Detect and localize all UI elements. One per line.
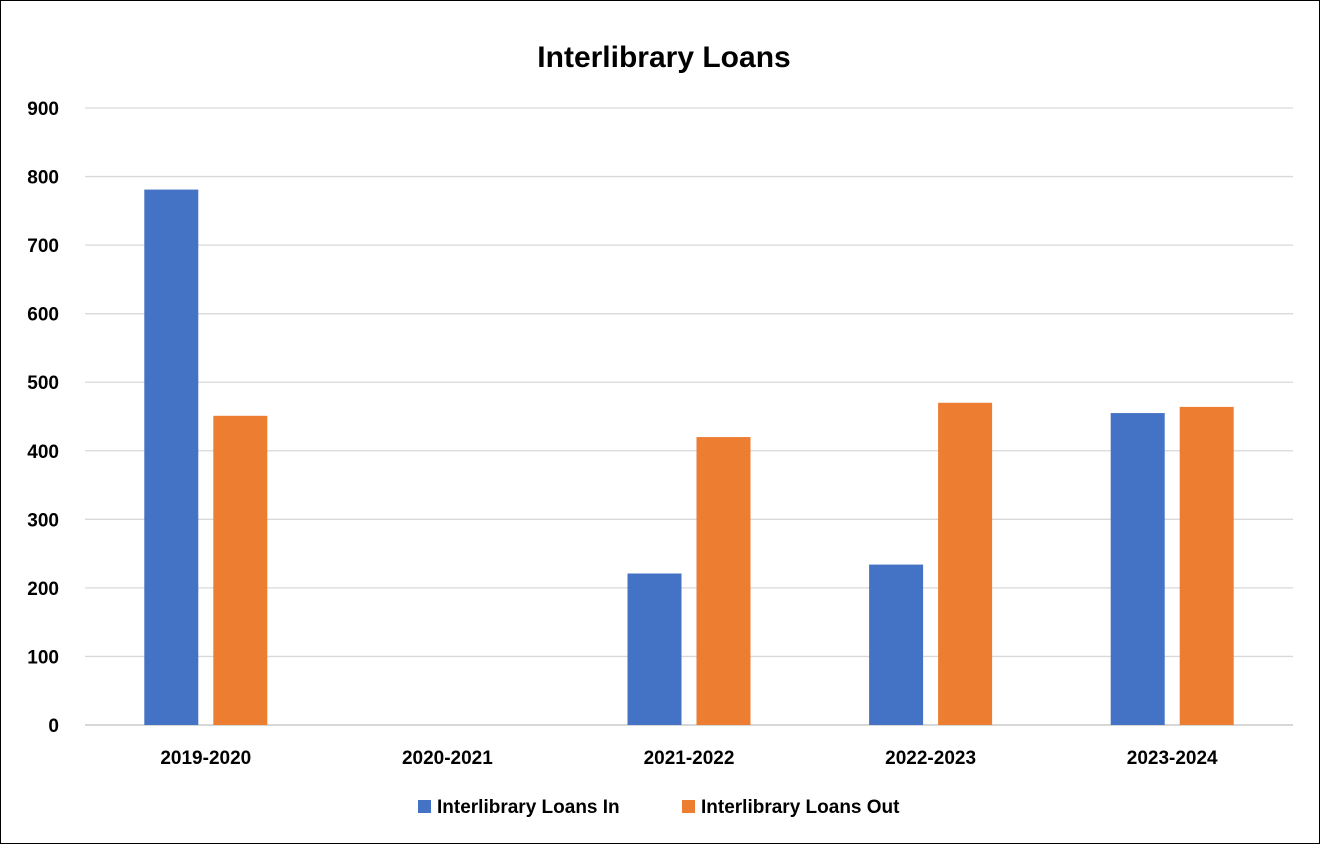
- bar-loans-out-2022-2023: [938, 402, 993, 725]
- x-tick-label: 2019-2020: [160, 748, 251, 769]
- bar-loans-in-2019-2020: [144, 189, 199, 725]
- y-tick-label: 100: [27, 647, 59, 668]
- x-axis-ticks: 2019-2020 2020-2021 2021-2022 2022-2023 2023…: [160, 748, 1218, 769]
- x-tick-label: 2022-2023: [885, 748, 976, 769]
- legend-label: Interlibrary Loans In: [437, 797, 620, 818]
- bar-loans-in-2023-2024: [1110, 413, 1165, 725]
- y-tick-label: 600: [27, 305, 59, 326]
- y-tick-label: 900: [27, 99, 59, 120]
- x-tick-label: 2021-2022: [644, 748, 735, 769]
- x-tick-label: 2020-2021: [402, 748, 493, 769]
- legend-label: Interlibrary Loans Out: [701, 797, 900, 818]
- bar-loans-out-2023-2024: [1179, 406, 1234, 725]
- legend: Interlibrary Loans In Interlibrary Loans …: [418, 797, 900, 818]
- legend-swatch: [418, 800, 431, 813]
- bar-loans-out-2021-2022: [696, 437, 751, 725]
- y-axis-ticks: 0 100 200 300 400 500 600 700 800 900: [27, 99, 59, 737]
- chart-title: Interlibrary Loans: [537, 41, 790, 74]
- bar-loans-in-2021-2022: [627, 573, 682, 725]
- bars: [144, 189, 1234, 725]
- gridlines: [85, 107, 1293, 726]
- y-tick-label: 300: [27, 510, 59, 531]
- x-tick-label: 2023-2024: [1127, 748, 1218, 769]
- y-tick-label: 400: [27, 442, 59, 463]
- y-tick-label: 200: [27, 579, 59, 600]
- y-tick-label: 800: [27, 168, 59, 189]
- y-tick-label: 500: [27, 373, 59, 394]
- bar-loans-in-2022-2023: [869, 564, 924, 725]
- y-tick-label: 700: [27, 236, 59, 257]
- legend-swatch: [682, 800, 695, 813]
- bar-loans-out-2019-2020: [213, 415, 268, 725]
- y-tick-label: 0: [48, 716, 59, 737]
